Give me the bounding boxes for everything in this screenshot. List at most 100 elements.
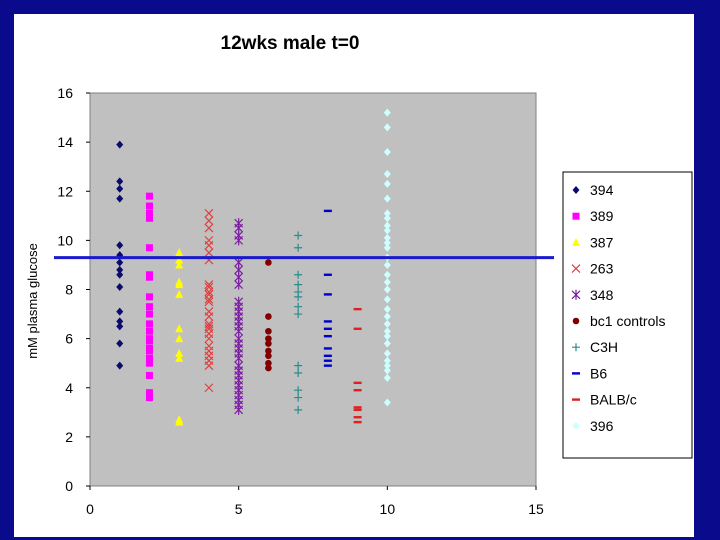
series-balb-c — [353, 307, 362, 424]
data-point — [383, 295, 391, 304]
data-point — [116, 322, 124, 331]
data-point — [116, 283, 124, 292]
series-263 — [204, 208, 214, 393]
data-point — [323, 209, 332, 213]
data-point — [116, 241, 124, 250]
y-axis-label: mM plasma glucose — [25, 243, 40, 359]
data-point — [323, 347, 332, 350]
data-point — [145, 303, 153, 311]
data-point — [383, 226, 391, 235]
series-348 — [234, 218, 244, 415]
y-tick-label: 8 — [65, 282, 73, 298]
data-point — [294, 270, 303, 279]
data-point — [204, 361, 214, 371]
y-tick-label: 16 — [57, 85, 73, 101]
y-tick-label: 4 — [65, 380, 73, 396]
y-tick-label: 12 — [57, 183, 73, 199]
data-point — [145, 371, 153, 379]
data-point — [353, 416, 362, 419]
data-point — [353, 389, 362, 392]
x-tick-label: 5 — [235, 501, 243, 517]
legend-marker — [571, 264, 581, 274]
data-point — [383, 366, 391, 375]
data-point — [116, 339, 124, 348]
y-tick-label: 0 — [65, 478, 73, 494]
legend-marker — [572, 372, 580, 375]
legend-box — [562, 171, 693, 459]
data-point — [383, 319, 391, 328]
data-point — [204, 216, 214, 226]
data-point — [294, 310, 303, 319]
data-point — [383, 312, 391, 321]
axes: 0 2 4 6 8 10 12 14 16 0 5 10 15 — [57, 85, 544, 517]
data-point — [265, 352, 272, 360]
data-point — [204, 383, 214, 393]
data-point — [204, 321, 214, 331]
series-387 — [175, 248, 184, 426]
data-point — [145, 389, 153, 397]
data-point — [145, 320, 153, 328]
data-point — [294, 292, 303, 301]
data-point — [175, 417, 184, 426]
legend-marker — [571, 289, 581, 300]
data-point — [175, 348, 184, 357]
data-point — [116, 361, 124, 370]
data-point — [145, 354, 153, 362]
data-point — [383, 270, 391, 279]
data-point — [175, 334, 184, 343]
legend-marker — [572, 212, 580, 220]
data-point — [234, 235, 244, 246]
data-point — [383, 209, 391, 218]
data-point — [116, 184, 124, 193]
data-point — [353, 420, 362, 424]
data-point — [175, 353, 184, 362]
data-point — [383, 238, 391, 247]
data-point — [116, 265, 124, 274]
data-point — [323, 359, 332, 362]
data-point — [145, 327, 153, 335]
data-point — [175, 260, 184, 269]
series-394 — [116, 140, 124, 370]
data-point — [116, 140, 124, 149]
data-point — [353, 307, 362, 311]
data-point — [323, 320, 332, 323]
data-point — [116, 194, 124, 203]
data-point — [204, 248, 214, 258]
y-tick-label: 2 — [65, 429, 73, 445]
legend-label: BALB/c — [590, 392, 637, 408]
data-point — [323, 293, 332, 296]
x-tick-label: 10 — [380, 501, 396, 517]
data-point — [294, 369, 303, 378]
legend-label: 348 — [590, 287, 614, 303]
legend-label: 394 — [590, 182, 614, 198]
x-tick-label: 0 — [86, 501, 94, 517]
plot-area — [89, 92, 537, 487]
data-point — [265, 327, 272, 335]
data-point — [383, 356, 391, 365]
legend-label: 387 — [590, 234, 614, 250]
data-points — [116, 108, 391, 426]
y-tick-label: 14 — [57, 134, 73, 150]
data-point — [294, 361, 303, 370]
data-point — [383, 398, 391, 407]
data-point — [204, 223, 214, 233]
data-point — [204, 287, 214, 297]
scatter-chart: 12wks male t=0 mM plasma glucose 0 2 4 6 8 10… — [25, 33, 693, 517]
data-point — [294, 280, 303, 289]
data-point — [234, 279, 244, 290]
data-point — [204, 334, 214, 344]
legend: 394 389 387 263 348 bc1 controls C3H B6 BALB/c 39… — [571, 182, 665, 434]
data-point — [116, 270, 124, 279]
data-point — [265, 313, 272, 320]
data-point — [204, 280, 214, 290]
data-point — [383, 361, 391, 370]
data-point — [294, 231, 303, 240]
data-point — [294, 243, 303, 252]
data-point — [145, 293, 153, 301]
data-point — [383, 332, 391, 341]
data-point — [383, 327, 391, 336]
data-point — [145, 192, 153, 200]
data-point — [383, 233, 391, 242]
data-point — [265, 359, 272, 367]
data-point — [175, 289, 184, 298]
